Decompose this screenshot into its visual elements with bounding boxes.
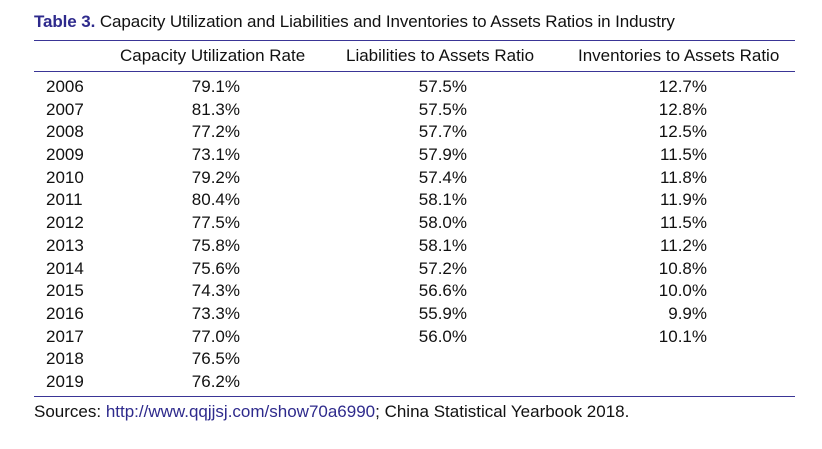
cell-liabilities-ratio: 56.6% — [418, 281, 467, 301]
cell-capacity-utilization: 79.2% — [191, 167, 240, 187]
cell-inventories-ratio: 10.0% — [658, 281, 707, 301]
cell-liabilities-ratio: 57.9% — [418, 145, 467, 165]
cell-inventories-ratio: 10.1% — [658, 326, 707, 346]
row-year: 2019 — [46, 371, 84, 391]
row-year: 2015 — [46, 281, 84, 301]
cell-inventories-ratio: 11.2% — [660, 235, 707, 255]
sources-link[interactable]: http://www.qqjjsj.com/show70a6990 — [105, 402, 376, 421]
cell-capacity-utilization: 79.1% — [191, 77, 240, 96]
table-row: 2010 79.2% 57.4% 11.8% — [0, 168, 822, 191]
cell-capacity-utilization: 76.2% — [191, 371, 240, 391]
cell-inventories-ratio: 12.7% — [658, 77, 707, 96]
table-row: 2006 79.1% 57.5% 12.7% — [0, 77, 822, 100]
cell-liabilities-ratio: 57.4% — [418, 167, 467, 187]
column-header-inventories: Inventories to Assets Ratio — [578, 46, 780, 65]
table-row: 2009 73.1% 57.9% 11.5% — [0, 145, 822, 168]
cell-capacity-utilization: 81.3% — [191, 99, 240, 119]
sources-note: Sources: http://www.qqjjsj.com/show70a69… — [34, 402, 629, 422]
row-year: 2018 — [46, 349, 84, 369]
cell-capacity-utilization: 74.3% — [191, 281, 240, 301]
cell-capacity-utilization: 73.1% — [191, 145, 240, 165]
table-title: Capacity Utilization and Liabilities and… — [99, 12, 675, 31]
bottom-rule — [34, 396, 795, 397]
column-header-liabilities: Liabilities to Assets Ratio — [346, 46, 535, 65]
table-row: 2019 76.2% — [0, 372, 822, 395]
header-rule — [34, 71, 795, 72]
top-rule — [34, 40, 795, 41]
cell-inventories-ratio: 11.5% — [660, 145, 707, 165]
table-body: 2006 79.1% 57.5% 12.7% 2007 81.3% 57.5% 12.8% 20… — [0, 77, 822, 395]
table-row: 2012 77.5% 58.0% 11.5% — [0, 213, 822, 236]
table-row: 2011 80.4% 58.1% 11.9% — [0, 190, 822, 213]
table-row: 2014 75.6% 57.2% 10.8% — [0, 259, 822, 282]
row-year: 2009 — [46, 145, 84, 165]
table-row: 2015 74.3% 56.6% 10.0% — [0, 281, 822, 304]
row-year: 2010 — [46, 167, 84, 187]
cell-capacity-utilization: 73.3% — [191, 303, 240, 323]
cell-liabilities-ratio: 56.0% — [418, 326, 467, 346]
cell-liabilities-ratio: 57.5% — [418, 77, 467, 96]
cell-inventories-ratio: 11.9% — [660, 190, 707, 210]
cell-inventories-ratio: 11.5% — [660, 213, 707, 233]
cell-capacity-utilization: 77.2% — [191, 122, 240, 142]
cell-inventories-ratio: 11.8% — [660, 167, 707, 187]
column-header-capacity: Capacity Utilization Rate — [120, 46, 306, 65]
cell-liabilities-ratio: 58.1% — [418, 235, 467, 255]
cell-capacity-utilization: 77.0% — [191, 326, 240, 346]
cell-liabilities-ratio: 57.7% — [418, 122, 467, 142]
cell-liabilities-ratio: 55.9% — [418, 303, 467, 323]
cell-inventories-ratio: 12.5% — [658, 122, 707, 142]
row-year: 2006 — [46, 77, 84, 96]
table-row: 2007 81.3% 57.5% 12.8% — [0, 100, 822, 123]
table-row: 2008 77.2% 57.7% 12.5% — [0, 122, 822, 145]
sources-prefix: Sources: — [34, 402, 106, 421]
cell-capacity-utilization: 80.4% — [191, 190, 240, 210]
cell-liabilities-ratio: 58.1% — [418, 190, 467, 210]
row-year: 2011 — [46, 190, 83, 210]
table-label: Table 3. — [34, 12, 96, 31]
row-year: 2017 — [46, 326, 84, 346]
row-year: 2008 — [46, 122, 84, 142]
row-year: 2013 — [46, 235, 84, 255]
sources-suffix: ; China Statistical Yearbook 2018. — [375, 402, 630, 421]
cell-capacity-utilization: 75.8% — [191, 235, 240, 255]
table-caption: Table 3. Capacity Utilization and Liabil… — [34, 12, 675, 32]
row-year: 2016 — [46, 303, 84, 323]
cell-liabilities-ratio: 57.5% — [418, 99, 467, 119]
cell-inventories-ratio: 10.8% — [658, 258, 707, 278]
cell-capacity-utilization: 75.6% — [191, 258, 240, 278]
cell-liabilities-ratio: 57.2% — [418, 258, 467, 278]
table-row: 2017 77.0% 56.0% 10.1% — [0, 327, 822, 350]
cell-liabilities-ratio: 58.0% — [418, 213, 467, 233]
cell-capacity-utilization: 77.5% — [191, 213, 240, 233]
row-year: 2012 — [46, 213, 84, 233]
cell-inventories-ratio: 12.8% — [658, 99, 707, 119]
table-row: 2018 76.5% — [0, 349, 822, 372]
row-year: 2014 — [46, 258, 84, 278]
cell-inventories-ratio: 9.9% — [668, 303, 707, 323]
cell-capacity-utilization: 76.5% — [191, 349, 240, 369]
row-year: 2007 — [46, 99, 84, 119]
table-row: 2013 75.8% 58.1% 11.2% — [0, 236, 822, 259]
table-row: 2016 73.3% 55.9% 9.9% — [0, 304, 822, 327]
